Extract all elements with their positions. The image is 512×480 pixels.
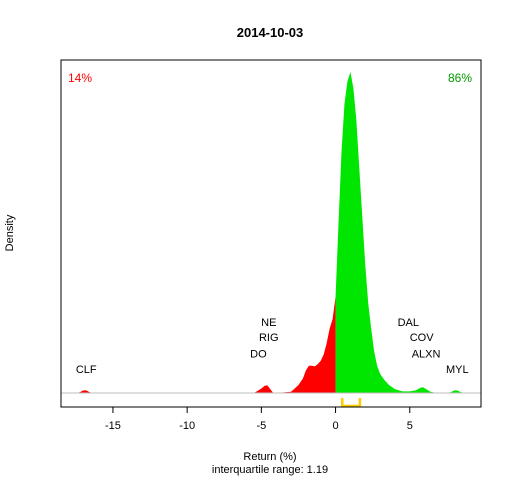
x-tick-label: -10 <box>179 420 195 432</box>
x-tick-label: -15 <box>105 420 121 432</box>
chart-title: 2014-10-03 <box>237 25 304 40</box>
plot-area: CLF DO RIG NE DAL COV ALXN MYL <box>61 72 481 408</box>
iqr-subtitle: interquartile range: 1.19 <box>212 464 328 476</box>
x-axis-label: Return (%) <box>243 451 296 463</box>
ticker-label-do: DO <box>250 348 267 360</box>
negative-percent-label: 14% <box>68 71 92 85</box>
x-tick-label: -5 <box>256 420 266 432</box>
ticker-annotations: CLF DO RIG NE DAL COV ALXN MYL <box>76 317 469 376</box>
ticker-label-clf: CLF <box>76 364 97 376</box>
ticker-label-ne: NE <box>261 317 276 329</box>
x-axis: -15 -10 -5 0 5 <box>105 406 413 432</box>
positive-density-area <box>335 72 477 393</box>
ticker-label-myl: MYL <box>446 364 469 376</box>
negative-density-area <box>77 296 336 393</box>
positive-percent-label: 86% <box>448 71 472 85</box>
ticker-label-alxn: ALXN <box>412 348 441 360</box>
x-tick-label: 5 <box>407 420 413 432</box>
x-tick-label: 0 <box>332 420 338 432</box>
ticker-label-dal: DAL <box>398 317 419 329</box>
ticker-label-rig: RIG <box>259 332 279 344</box>
ticker-label-cov: COV <box>410 332 435 344</box>
interquartile-range-bracket <box>340 398 362 408</box>
y-axis-label: Density <box>4 214 16 251</box>
